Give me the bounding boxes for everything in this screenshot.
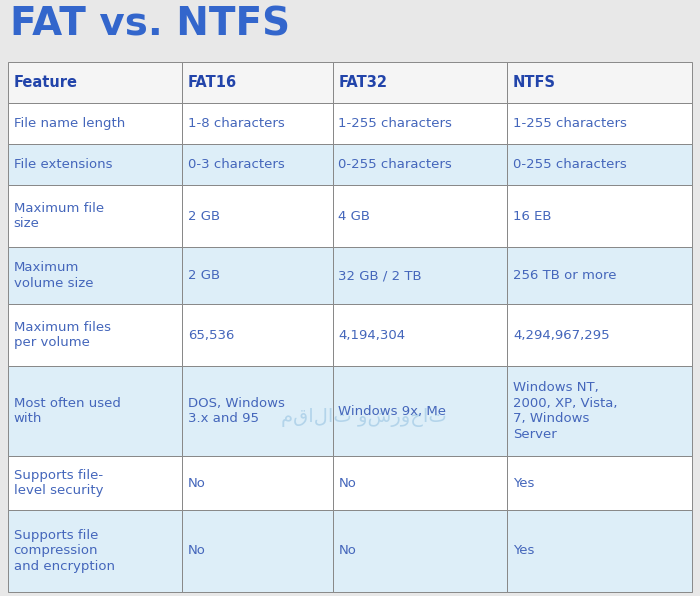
Text: FAT16: FAT16	[188, 75, 237, 90]
Bar	[183, 144, 333, 185]
Bar	[508, 366, 692, 457]
Bar	[333, 185, 508, 247]
Text: 4,294,967,295: 4,294,967,295	[513, 329, 610, 342]
Text: Yes: Yes	[513, 477, 534, 490]
Text: File name length: File name length	[13, 117, 125, 130]
Text: Most often used
with: Most often used with	[13, 397, 120, 426]
Bar	[183, 305, 333, 366]
Text: 256 TB or more: 256 TB or more	[513, 269, 617, 282]
Text: NTFS: NTFS	[513, 75, 556, 90]
Bar	[8, 510, 183, 592]
Bar	[8, 103, 183, 144]
Bar	[508, 62, 692, 103]
Text: 2 GB: 2 GB	[188, 210, 220, 222]
Bar	[8, 457, 183, 510]
Bar	[508, 305, 692, 366]
Bar	[508, 510, 692, 592]
Text: No: No	[188, 477, 206, 490]
Bar	[333, 305, 508, 366]
Bar	[8, 305, 183, 366]
Text: مقالات وشروحات: مقالات وشروحات	[281, 408, 447, 427]
Text: 2 GB: 2 GB	[188, 269, 220, 282]
Bar	[508, 185, 692, 247]
Bar	[508, 144, 692, 185]
Text: 0-255 characters: 0-255 characters	[513, 158, 626, 171]
Text: DOS, Windows
3.x and 95: DOS, Windows 3.x and 95	[188, 397, 285, 426]
Text: File extensions: File extensions	[13, 158, 112, 171]
Bar	[333, 247, 508, 305]
Bar	[333, 62, 508, 103]
Bar	[8, 366, 183, 457]
Text: Maximum
volume size: Maximum volume size	[13, 262, 93, 290]
Bar	[8, 247, 183, 305]
Text: 0-3 characters: 0-3 characters	[188, 158, 285, 171]
Text: Supports file
compression
and encryption: Supports file compression and encryption	[13, 529, 115, 573]
Bar	[508, 103, 692, 144]
Bar	[508, 457, 692, 510]
Text: 1-255 characters: 1-255 characters	[339, 117, 452, 130]
Text: FAT32: FAT32	[339, 75, 388, 90]
Bar	[333, 366, 508, 457]
Text: No: No	[339, 477, 356, 490]
Text: Maximum files
per volume: Maximum files per volume	[13, 321, 111, 349]
Text: 32 GB / 2 TB: 32 GB / 2 TB	[339, 269, 422, 282]
Bar	[183, 185, 333, 247]
Bar	[183, 457, 333, 510]
Text: No: No	[188, 544, 206, 557]
Bar	[183, 62, 333, 103]
Text: Windows 9x, Me: Windows 9x, Me	[339, 405, 447, 418]
Bar	[183, 103, 333, 144]
Bar	[333, 144, 508, 185]
Text: 16 EB: 16 EB	[513, 210, 552, 222]
Bar	[183, 366, 333, 457]
Text: Supports file-
level security: Supports file- level security	[13, 469, 103, 498]
Bar	[333, 457, 508, 510]
Bar	[333, 103, 508, 144]
Text: 4,194,304: 4,194,304	[339, 329, 405, 342]
Bar	[183, 247, 333, 305]
Text: Feature: Feature	[13, 75, 78, 90]
Bar	[8, 62, 183, 103]
Text: No: No	[339, 544, 356, 557]
Text: 0-255 characters: 0-255 characters	[339, 158, 452, 171]
Bar	[333, 510, 508, 592]
Bar	[8, 185, 183, 247]
Text: 4 GB: 4 GB	[339, 210, 370, 222]
Text: 65,536: 65,536	[188, 329, 234, 342]
Text: Yes: Yes	[513, 544, 534, 557]
Bar	[8, 144, 183, 185]
Text: Windows NT,
2000, XP, Vista,
7, Windows
Server: Windows NT, 2000, XP, Vista, 7, Windows …	[513, 381, 617, 441]
Text: FAT vs. NTFS: FAT vs. NTFS	[10, 5, 290, 43]
Bar	[183, 510, 333, 592]
Text: Maximum file
size: Maximum file size	[13, 202, 104, 230]
Text: 1-255 characters: 1-255 characters	[513, 117, 626, 130]
Text: 1-8 characters: 1-8 characters	[188, 117, 285, 130]
Bar	[508, 247, 692, 305]
